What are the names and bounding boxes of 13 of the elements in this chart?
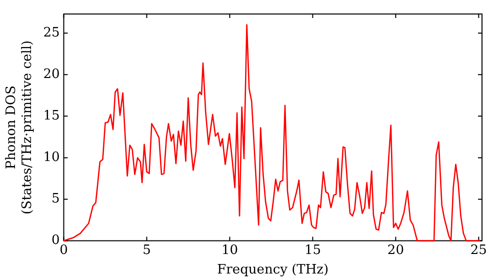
y-axis-title: Phonon DOS (States/THz·primitive cell) [4,40,35,214]
y-tick-label: 0 [51,233,60,248]
x-tick-label: 15 [304,242,321,258]
y-tick-label: 5 [51,192,60,207]
x-tick-label: 20 [387,242,404,258]
y-tick-label: 15 [43,108,60,124]
x-axis-title: Frequency (THz) [217,262,329,278]
y-tick-label: 10 [43,150,60,166]
y-tick-label: 25 [43,25,60,40]
x-tick-label: 25 [470,242,487,258]
x-tick-label: 5 [142,242,151,258]
x-tick-label: 10 [221,242,238,258]
y-tick-label: 20 [43,67,60,82]
